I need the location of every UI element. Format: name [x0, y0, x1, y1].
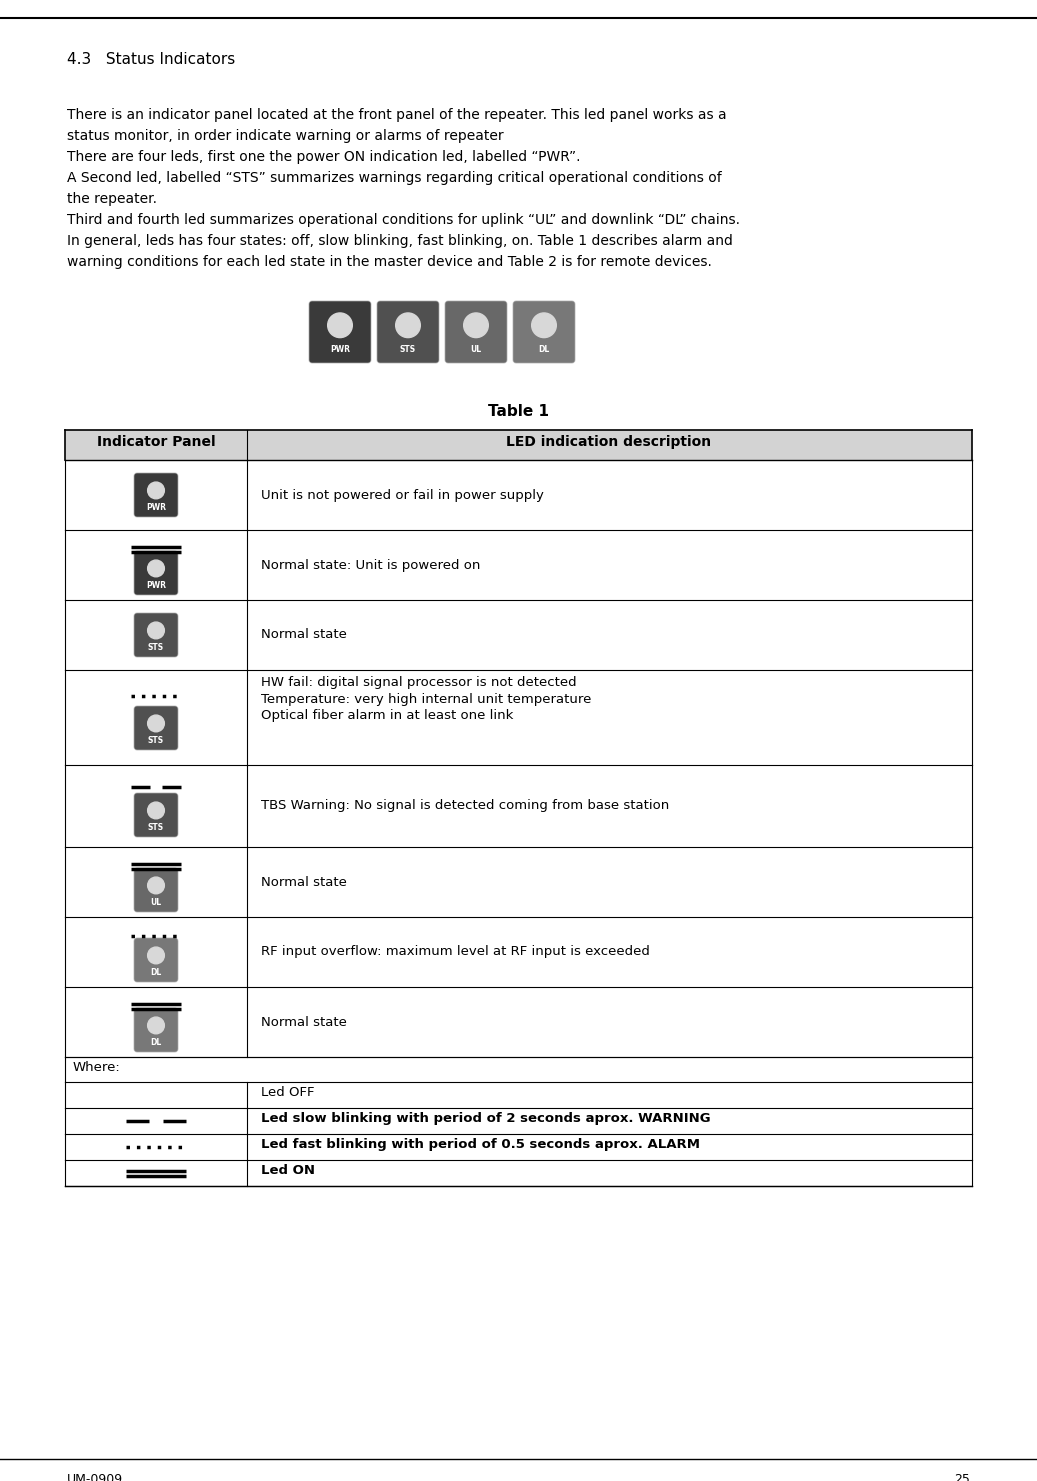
- FancyBboxPatch shape: [134, 706, 178, 749]
- Text: UL: UL: [471, 345, 481, 354]
- Text: STS: STS: [148, 643, 164, 652]
- Bar: [65, 1134, 972, 1160]
- Text: HW fail: digital signal processor is not detected
Temperature: very high interna: HW fail: digital signal processor is not…: [261, 675, 591, 723]
- FancyBboxPatch shape: [134, 613, 178, 658]
- Bar: [65, 600, 972, 669]
- Text: PWR: PWR: [330, 345, 351, 354]
- Text: Indicator Panel: Indicator Panel: [96, 435, 216, 449]
- Text: STS: STS: [148, 822, 164, 832]
- Text: the repeater.: the repeater.: [67, 193, 157, 206]
- Bar: [65, 847, 972, 917]
- FancyBboxPatch shape: [134, 868, 178, 912]
- Text: PWR: PWR: [146, 581, 166, 589]
- Text: warning conditions for each led state in the master device and Table 2 is for re: warning conditions for each led state in…: [67, 255, 711, 270]
- Text: A Second led, labelled “STS” summarizes warnings regarding critical operational : A Second led, labelled “STS” summarizes …: [67, 170, 722, 185]
- FancyBboxPatch shape: [134, 792, 178, 837]
- FancyBboxPatch shape: [377, 301, 439, 363]
- Bar: [65, 766, 972, 847]
- Bar: [65, 1057, 972, 1083]
- Text: Normal state: Normal state: [261, 628, 346, 641]
- FancyBboxPatch shape: [309, 301, 371, 363]
- FancyBboxPatch shape: [513, 301, 574, 363]
- FancyBboxPatch shape: [134, 472, 178, 517]
- Circle shape: [147, 877, 164, 895]
- Text: There is an indicator panel located at the front panel of the repeater. This led: There is an indicator panel located at t…: [67, 108, 727, 121]
- Text: status monitor, in order indicate warning or alarms of repeater: status monitor, in order indicate warnin…: [67, 129, 504, 144]
- Text: DL: DL: [538, 345, 550, 354]
- Text: UM-0909: UM-0909: [67, 1474, 123, 1481]
- Bar: [65, 669, 972, 766]
- Bar: [65, 1160, 972, 1186]
- Circle shape: [396, 312, 420, 338]
- Bar: [65, 986, 972, 1057]
- Bar: [65, 429, 972, 461]
- Text: In general, leds has four states: off, slow blinking, fast blinking, on. Table 1: In general, leds has four states: off, s…: [67, 234, 733, 247]
- Text: DL: DL: [150, 967, 162, 976]
- Text: DL: DL: [150, 1038, 162, 1047]
- Circle shape: [532, 312, 556, 338]
- Text: 4.3   Status Indicators: 4.3 Status Indicators: [67, 52, 235, 67]
- Text: Normal state: Unit is powered on: Normal state: Unit is powered on: [261, 558, 480, 572]
- Circle shape: [147, 1017, 164, 1034]
- Bar: [65, 530, 972, 600]
- Circle shape: [328, 312, 353, 338]
- Text: Led slow blinking with period of 2 seconds aprox. WARNING: Led slow blinking with period of 2 secon…: [261, 1112, 710, 1126]
- Circle shape: [147, 946, 164, 964]
- Text: STS: STS: [400, 345, 416, 354]
- Text: There are four leds, first one the power ON indication led, labelled “PWR”.: There are four leds, first one the power…: [67, 150, 581, 164]
- Circle shape: [147, 622, 164, 638]
- Bar: [65, 917, 972, 986]
- Circle shape: [147, 715, 164, 732]
- Text: PWR: PWR: [146, 502, 166, 511]
- FancyBboxPatch shape: [134, 937, 178, 982]
- Text: 25: 25: [954, 1474, 970, 1481]
- Text: UL: UL: [150, 897, 162, 906]
- Bar: [65, 1108, 972, 1134]
- Text: Normal state: Normal state: [261, 1016, 346, 1028]
- Text: Led fast blinking with period of 0.5 seconds aprox. ALARM: Led fast blinking with period of 0.5 sec…: [261, 1137, 700, 1151]
- Text: Third and fourth led summarizes operational conditions for uplink “UL” and downl: Third and fourth led summarizes operatio…: [67, 213, 740, 227]
- Circle shape: [147, 803, 164, 819]
- FancyBboxPatch shape: [134, 551, 178, 595]
- Text: LED indication description: LED indication description: [506, 435, 711, 449]
- Text: STS: STS: [148, 736, 164, 745]
- FancyBboxPatch shape: [445, 301, 507, 363]
- FancyBboxPatch shape: [134, 1009, 178, 1052]
- Circle shape: [464, 312, 488, 338]
- Bar: [65, 1083, 972, 1108]
- Circle shape: [147, 483, 164, 499]
- Text: TBS Warning: No signal is detected coming from base station: TBS Warning: No signal is detected comin…: [261, 800, 669, 813]
- Text: Led ON: Led ON: [261, 1164, 315, 1177]
- Text: Table 1: Table 1: [487, 404, 549, 419]
- Text: Normal state: Normal state: [261, 875, 346, 889]
- Text: Unit is not powered or fail in power supply: Unit is not powered or fail in power sup…: [261, 489, 543, 502]
- Circle shape: [147, 560, 164, 576]
- Text: RF input overflow: maximum level at RF input is exceeded: RF input overflow: maximum level at RF i…: [261, 945, 650, 958]
- Text: Where:: Where:: [73, 1060, 120, 1074]
- Bar: [65, 461, 972, 530]
- Text: Led OFF: Led OFF: [261, 1086, 314, 1099]
